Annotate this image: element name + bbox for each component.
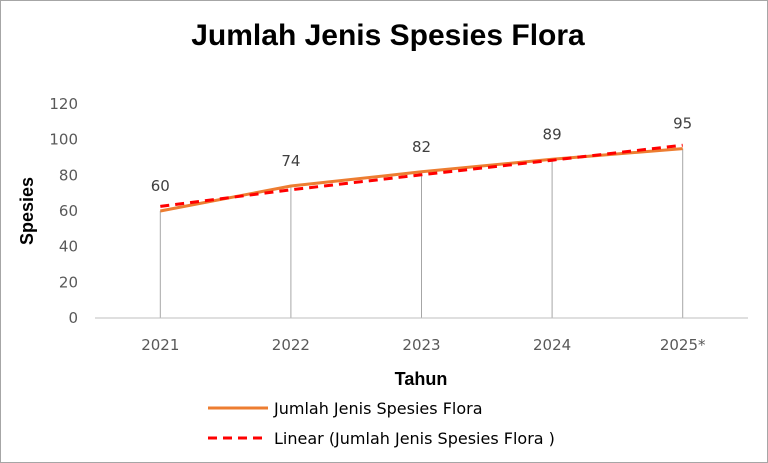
legend: Jumlah Jenis Spesies Flora Linear (Jumla… [208,399,555,448]
x-tick-label: 2022 [272,336,310,354]
drop-lines [159,148,684,318]
x-axis-ticks: 2021 2022 2023 2024 2025* [141,336,706,354]
y-tick-label: 120 [49,95,78,113]
y-tick-label: 0 [68,309,78,327]
x-tick-label: 2023 [402,336,440,354]
legend-label-actual: Jumlah Jenis Spesies Flora [273,399,483,418]
y-tick-label: 100 [49,131,78,149]
legend-label-linear: Linear (Jumlah Jenis Spesies Flora ) [274,429,555,448]
series-lines [160,143,683,213]
y-tick-label: 40 [59,238,78,256]
x-axis-title: Tahun [395,369,448,389]
y-tick-label: 80 [59,166,78,184]
data-labels: 60 74 82 89 95 [151,115,692,195]
y-tick-label: 60 [59,202,78,220]
data-label: 60 [151,177,170,195]
data-label: 74 [281,152,300,170]
y-axis-title: Spesies [17,177,37,245]
y-tick-label: 20 [59,273,78,291]
data-label: 95 [673,115,692,133]
series-line-linear-trend [160,143,683,208]
x-tick-label: 2024 [533,336,571,354]
data-label: 89 [543,125,562,143]
x-tick-label: 2021 [141,336,179,354]
y-axis-ticks: 0 20 40 60 80 100 120 [49,95,78,327]
x-tick-label: 2025* [660,336,706,354]
data-label: 82 [412,138,431,156]
chart-title: Jumlah Jenis Spesies Flora [191,19,585,52]
